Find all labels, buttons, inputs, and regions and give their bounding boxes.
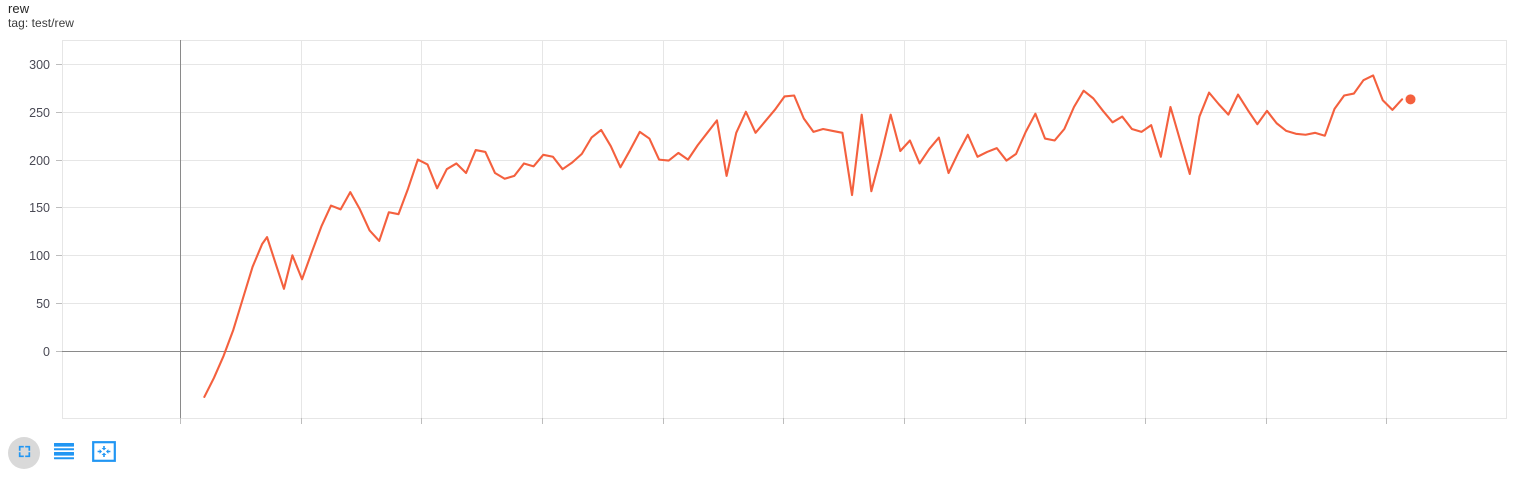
data-table-button[interactable]: [48, 437, 80, 469]
chart-title: rew: [8, 1, 30, 16]
fit-domain-button[interactable]: [88, 437, 120, 469]
fullscreen-button[interactable]: [8, 437, 40, 469]
chart-controls: [8, 437, 120, 469]
series-lines: [203, 74, 1416, 398]
y-tick-label: 250: [29, 106, 50, 120]
axis-lines: [62, 40, 1507, 418]
y-axis-labels: 0 50 100 150 200 250 300: [29, 58, 50, 359]
y-tick-label: 0: [43, 345, 50, 359]
y-tick-label: 300: [29, 58, 50, 72]
data-table-icon: [53, 442, 75, 464]
chart-subtitle: tag: test/rew: [8, 16, 75, 31]
series-line: [203, 74, 1404, 398]
y-tick-label: 50: [36, 297, 50, 311]
y-tick-label: 100: [29, 249, 50, 263]
y-tick-label: 200: [29, 154, 50, 168]
gridlines: [62, 40, 1507, 418]
fit-domain-icon: [92, 441, 116, 465]
y-tick-label: 150: [29, 201, 50, 215]
chart-header: rew tag: test/rew: [8, 1, 74, 30]
tick-marks: [56, 64, 1387, 424]
last-point-marker: [1405, 94, 1416, 105]
fullscreen-icon: [16, 443, 33, 463]
